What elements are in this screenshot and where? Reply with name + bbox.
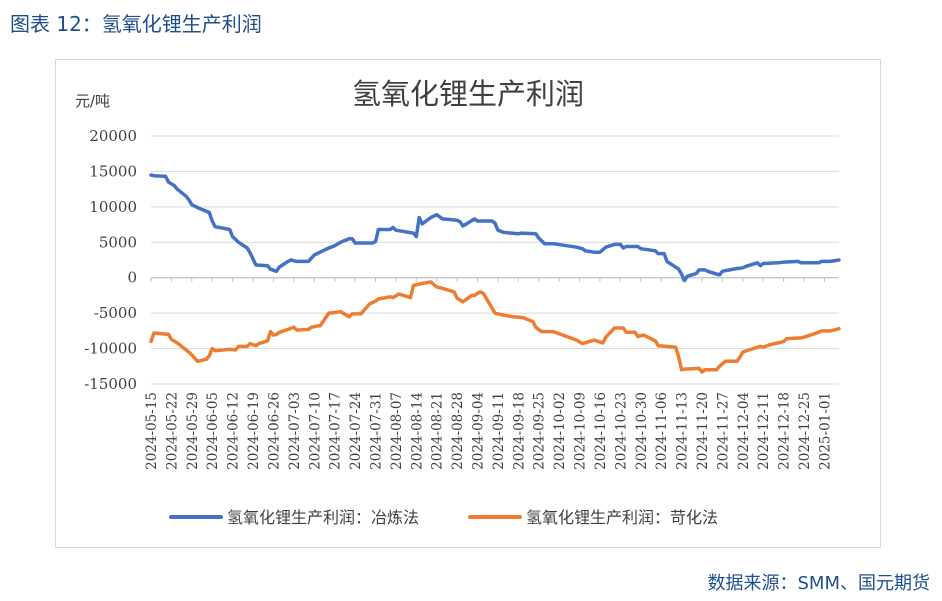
y-tick-label: 20000: [89, 127, 137, 145]
x-tick-label: 2024-11-27: [715, 392, 731, 470]
x-tick-label: 2024-10-30: [634, 392, 650, 470]
x-tick-label: 2024-08-14: [409, 392, 425, 470]
x-tick-label: 2024-10-16: [593, 392, 609, 470]
x-tick-label: 2024-07-31: [368, 392, 384, 470]
x-tick-label: 2024-09-25: [532, 392, 548, 470]
y-tick-label: 5000: [99, 233, 137, 251]
source-note: 数据来源：SMM、国元期货: [707, 573, 931, 594]
y-axis-unit-label: 元/吨: [75, 92, 110, 110]
x-tick-label: 2024-10-09: [573, 392, 589, 470]
x-tick-label: 2024-11-13: [675, 392, 691, 470]
chart-frame: [55, 59, 881, 548]
x-tick-label: 2024-12-18: [777, 392, 793, 470]
x-tick-label: 2024-12-11: [756, 392, 772, 470]
chart-title: 氢氧化锂生产利润: [352, 77, 584, 111]
x-tick-label: 2024-07-03: [287, 392, 303, 470]
x-tick-label: 2024-09-11: [491, 392, 507, 470]
legend-label-2: 氢氧化锂生产利润：苛化法: [526, 508, 718, 527]
series-line-2: [149, 280, 841, 374]
x-tick-label: 2024-08-07: [389, 392, 405, 470]
y-tick-label: -10000: [84, 340, 137, 358]
x-tick-label: 2024-08-21: [430, 392, 446, 470]
x-tick-label: 2024-11-20: [695, 392, 711, 470]
x-tick-label: 2024-10-23: [613, 392, 629, 470]
x-tick-label: 2024-05-29: [185, 392, 201, 470]
x-tick-label: 2024-06-19: [246, 392, 262, 470]
x-tick-label: 2024-10-02: [552, 392, 568, 470]
x-tick-label: 2024-09-04: [471, 392, 487, 470]
x-tick-label: 2024-07-24: [348, 392, 364, 470]
x-tick-label: 2024-09-18: [511, 392, 527, 470]
y-tick-label: -15000: [84, 375, 137, 393]
x-tick-label: 2024-12-25: [797, 392, 813, 470]
x-tick-label: 2024-08-28: [450, 392, 466, 470]
x-tick-label: 2024-07-10: [307, 392, 323, 470]
y-axis-tick-labels: 20000 15000 10000 5000 0 -5000 -10000 -15000: [84, 127, 137, 393]
x-tick-label: 2024-06-05: [205, 392, 221, 470]
x-tick-label: 2024-05-15: [144, 392, 160, 470]
x-tick-label: 2025-01-01: [817, 392, 833, 470]
figure-caption: 图表 12：氢氧化锂生产利润: [10, 12, 262, 36]
x-tick-label: 2024-07-17: [328, 392, 344, 470]
y-tick-label: 10000: [89, 198, 137, 216]
x-tick-label: 2024-12-04: [736, 392, 752, 470]
series-lines: [149, 173, 841, 374]
x-tick-label: 2024-05-22: [164, 392, 180, 470]
y-tick-label: 0: [127, 269, 137, 287]
x-tick-label: 2024-06-12: [226, 392, 242, 470]
x-tick-label: 2024-11-06: [654, 392, 670, 470]
x-tick-label: 2024-06-26: [266, 392, 282, 470]
y-tick-label: 15000: [89, 162, 137, 180]
x-axis-tick-labels: 2024-05-15 2024-05-22 2024-05-29 2024-06-05…: [144, 277, 833, 470]
legend: 氢氧化锂生产利润：冶炼法 氢氧化锂生产利润：苛化法: [169, 508, 718, 527]
series-line-1: [149, 173, 841, 283]
legend-label-1: 氢氧化锂生产利润：冶炼法: [227, 508, 419, 527]
y-tick-label: -5000: [94, 304, 137, 322]
